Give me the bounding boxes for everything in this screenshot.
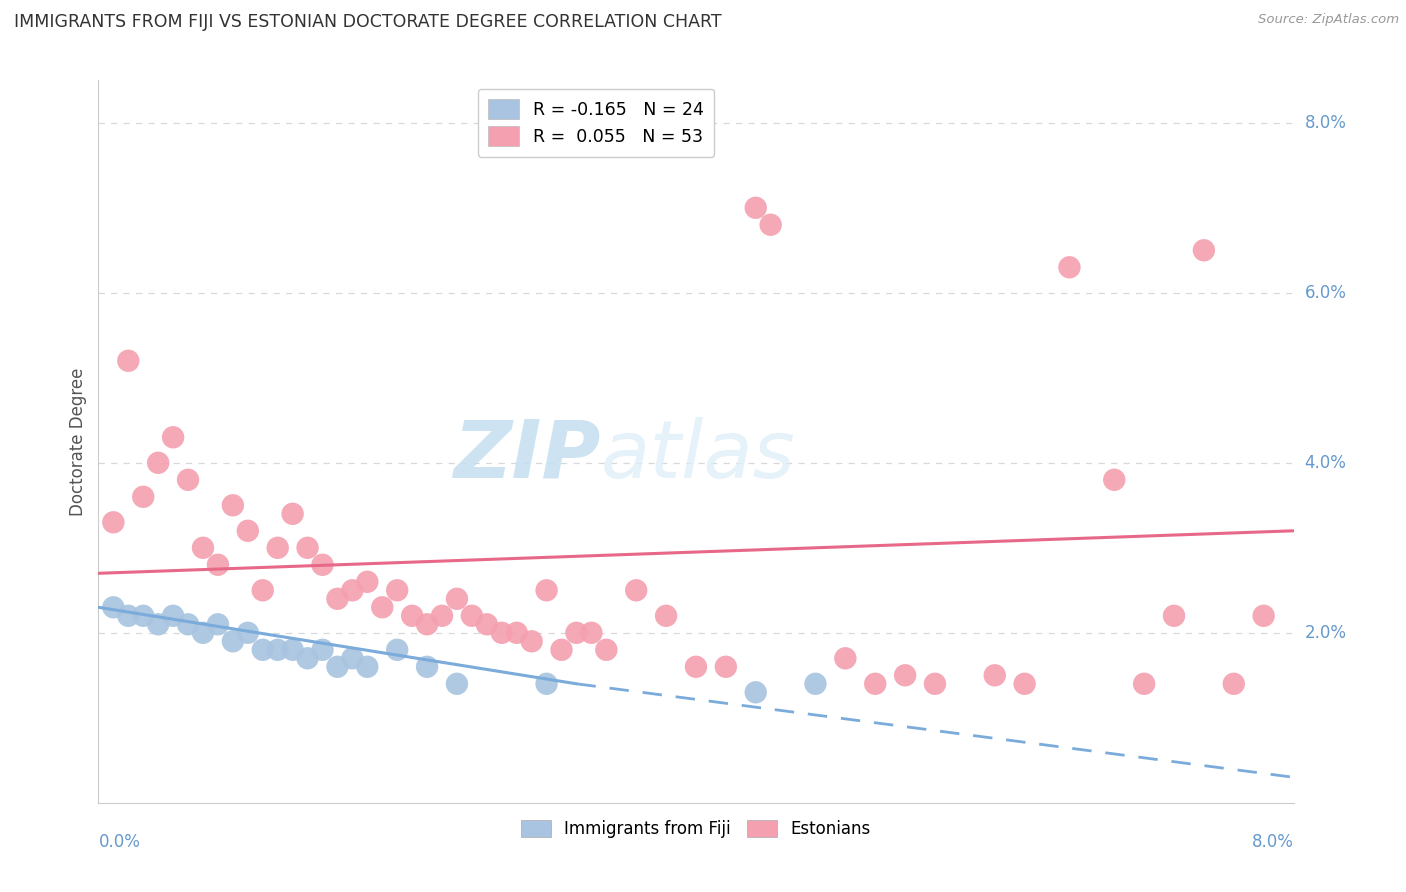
Point xyxy=(745,201,768,215)
Point xyxy=(207,617,229,632)
Point xyxy=(714,660,737,674)
Point xyxy=(475,617,498,632)
Legend: Immigrants from Fiji, Estonians: Immigrants from Fiji, Estonians xyxy=(515,814,877,845)
Point xyxy=(222,634,245,648)
Point xyxy=(267,541,290,555)
Text: 6.0%: 6.0% xyxy=(1305,284,1347,301)
Point xyxy=(326,591,349,606)
Point xyxy=(1253,608,1275,623)
Point xyxy=(520,634,543,648)
Point xyxy=(252,642,274,657)
Point xyxy=(385,642,409,657)
Point xyxy=(536,583,558,598)
Point xyxy=(626,583,648,598)
Point xyxy=(103,516,125,530)
Point xyxy=(148,617,170,632)
Point xyxy=(804,677,827,691)
Point xyxy=(1059,260,1081,275)
Point xyxy=(745,685,768,699)
Point xyxy=(236,625,259,640)
Point xyxy=(297,541,319,555)
Point xyxy=(759,218,782,232)
Point xyxy=(924,677,946,691)
Point xyxy=(191,625,214,640)
Point xyxy=(281,507,304,521)
Point xyxy=(297,651,319,665)
Point xyxy=(865,677,887,691)
Point xyxy=(550,642,572,657)
Point xyxy=(356,574,378,589)
Y-axis label: Doctorate Degree: Doctorate Degree xyxy=(69,368,87,516)
Point xyxy=(401,608,423,623)
Point xyxy=(117,608,139,623)
Point xyxy=(342,583,364,598)
Point xyxy=(430,608,453,623)
Point xyxy=(1104,473,1126,487)
Text: 4.0%: 4.0% xyxy=(1305,454,1347,472)
Point xyxy=(236,524,259,538)
Point xyxy=(834,651,856,665)
Point xyxy=(595,642,617,657)
Point xyxy=(191,541,214,555)
Point xyxy=(1014,677,1036,691)
Point xyxy=(581,625,603,640)
Point xyxy=(1223,677,1246,691)
Text: 0.0%: 0.0% xyxy=(98,833,141,851)
Point xyxy=(461,608,484,623)
Point xyxy=(177,473,200,487)
Point xyxy=(162,608,184,623)
Text: ZIP: ZIP xyxy=(453,417,600,495)
Text: 2.0%: 2.0% xyxy=(1305,624,1347,642)
Point xyxy=(252,583,274,598)
Point xyxy=(117,353,139,368)
Point xyxy=(506,625,529,640)
Point xyxy=(536,677,558,691)
Text: Source: ZipAtlas.com: Source: ZipAtlas.com xyxy=(1258,13,1399,27)
Text: 8.0%: 8.0% xyxy=(1251,833,1294,851)
Text: 8.0%: 8.0% xyxy=(1305,114,1347,132)
Text: IMMIGRANTS FROM FIJI VS ESTONIAN DOCTORATE DEGREE CORRELATION CHART: IMMIGRANTS FROM FIJI VS ESTONIAN DOCTORA… xyxy=(14,13,721,31)
Point xyxy=(177,617,200,632)
Point xyxy=(385,583,409,598)
Point xyxy=(371,600,394,615)
Point xyxy=(416,617,439,632)
Text: atlas: atlas xyxy=(600,417,796,495)
Point xyxy=(1163,608,1185,623)
Point xyxy=(311,642,333,657)
Point xyxy=(356,660,378,674)
Point xyxy=(132,608,155,623)
Point xyxy=(685,660,707,674)
Point xyxy=(655,608,678,623)
Point xyxy=(222,498,245,512)
Point xyxy=(416,660,439,674)
Point xyxy=(1192,244,1215,258)
Point xyxy=(894,668,917,682)
Point xyxy=(326,660,349,674)
Point xyxy=(148,456,170,470)
Point xyxy=(132,490,155,504)
Point xyxy=(984,668,1007,682)
Point xyxy=(281,642,304,657)
Point xyxy=(103,600,125,615)
Point xyxy=(565,625,588,640)
Point xyxy=(267,642,290,657)
Point xyxy=(491,625,513,640)
Point xyxy=(342,651,364,665)
Point xyxy=(1133,677,1156,691)
Point xyxy=(207,558,229,572)
Point xyxy=(311,558,333,572)
Point xyxy=(162,430,184,444)
Point xyxy=(446,677,468,691)
Point xyxy=(446,591,468,606)
